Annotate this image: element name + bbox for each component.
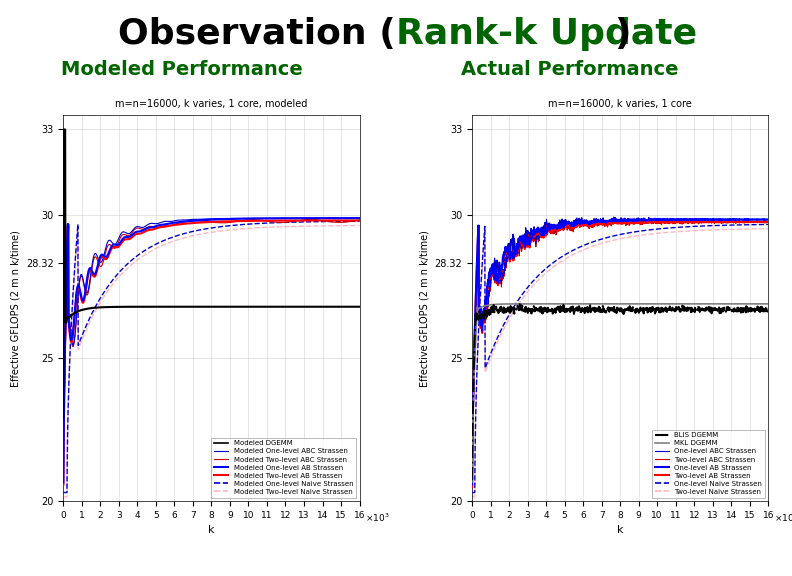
- Title: m=n=16000, k varies, 1 core, modeled: m=n=16000, k varies, 1 core, modeled: [116, 99, 307, 109]
- Legend: BLIS DGEMM, MKL DGEMM, One-level ABC Strassen, Two-level ABC Strassen, One-level: BLIS DGEMM, MKL DGEMM, One-level ABC Str…: [652, 430, 765, 498]
- Text: Modeled Performance: Modeled Performance: [61, 60, 303, 79]
- Text: $\times10^3$: $\times10^3$: [774, 512, 792, 524]
- Y-axis label: Effective GFLOPS (2 m n k/time): Effective GFLOPS (2 m n k/time): [419, 230, 429, 386]
- X-axis label: k: k: [208, 525, 215, 536]
- Text: Rank-k Update: Rank-k Update: [396, 17, 697, 51]
- Title: m=n=16000, k varies, 1 core: m=n=16000, k varies, 1 core: [548, 99, 692, 109]
- Legend: Modeled DGEMM, Modeled One-level ABC Strassen, Modeled Two-level ABC Strassen, M: Modeled DGEMM, Modeled One-level ABC Str…: [211, 438, 356, 498]
- Text: $\times10^3$: $\times10^3$: [365, 512, 390, 524]
- Text: Observation (: Observation (: [118, 17, 396, 51]
- Text: Actual Performance: Actual Performance: [462, 60, 679, 79]
- Y-axis label: Effective GFLOPS (2 m n k/time): Effective GFLOPS (2 m n k/time): [10, 230, 21, 386]
- Text: ): ): [614, 17, 630, 51]
- X-axis label: k: k: [617, 525, 623, 536]
